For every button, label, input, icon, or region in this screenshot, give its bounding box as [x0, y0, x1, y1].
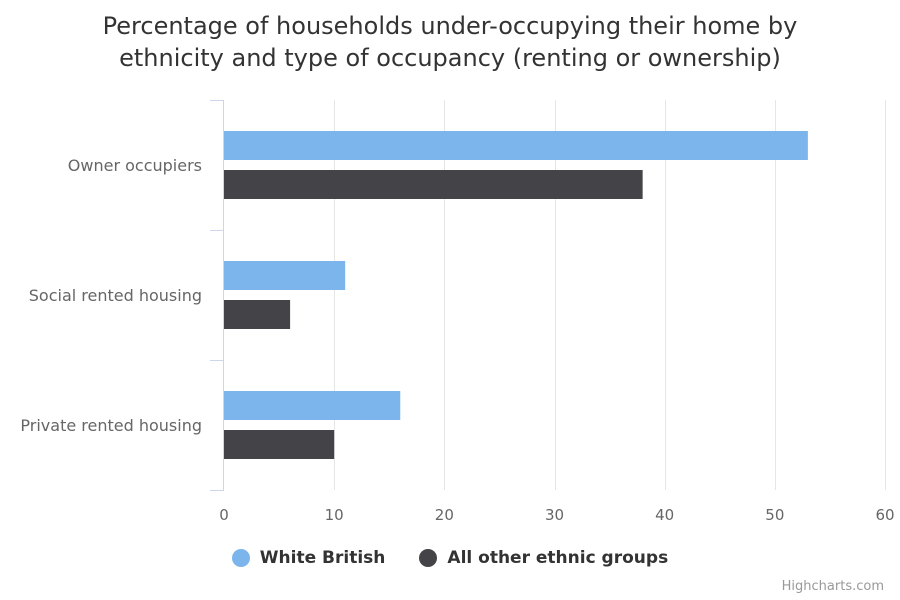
- legend-label-all-other-ethnic-groups: All other ethnic groups: [447, 548, 669, 568]
- credits-link[interactable]: Highcharts.com: [781, 579, 884, 594]
- legend-item-white-british[interactable]: White British: [231, 548, 386, 568]
- category-label: Social rented housing: [29, 286, 202, 305]
- x-tick-label: 0: [219, 506, 229, 524]
- gridlines: [334, 100, 886, 490]
- x-tick-label: 20: [435, 506, 454, 524]
- x-tick-label: 50: [765, 506, 784, 524]
- bar-white-british[interactable]: [224, 261, 346, 290]
- bar-white-british[interactable]: [224, 131, 808, 160]
- legend-marker-all-other-ethnic-groups: [419, 549, 438, 567]
- x-tick-label: 60: [875, 506, 894, 524]
- legend: White British All other ethnic groups: [0, 548, 900, 568]
- x-tick-label: 40: [655, 506, 674, 524]
- bar-white-british[interactable]: [224, 391, 401, 420]
- axis-labels: 0 10 20 30 40 50 60 Owner occupiers Social rente…: [20, 156, 894, 524]
- x-tick-label: 10: [325, 506, 344, 524]
- category-label: Owner occupiers: [68, 156, 202, 175]
- x-tick-label: 30: [545, 506, 564, 524]
- category-label: Private rented housing: [20, 416, 202, 435]
- category-axis: [210, 100, 224, 491]
- bar-all-other-ethnic-groups[interactable]: [224, 430, 335, 459]
- bar-all-other-ethnic-groups[interactable]: [224, 170, 643, 199]
- bar-all-other-ethnic-groups[interactable]: [224, 300, 291, 329]
- chart-title: Percentage of households under-occupying…: [0, 10, 900, 74]
- legend-item-all-other-ethnic-groups[interactable]: All other ethnic groups: [419, 548, 668, 568]
- bars: [224, 131, 808, 459]
- chart-title-line-2: ethnicity and type of occupancy (renting…: [119, 44, 781, 72]
- chart-title-line-1: Percentage of households under-occupying…: [102, 12, 798, 40]
- legend-label-white-british: White British: [259, 548, 386, 568]
- legend-marker-white-british: [231, 549, 250, 567]
